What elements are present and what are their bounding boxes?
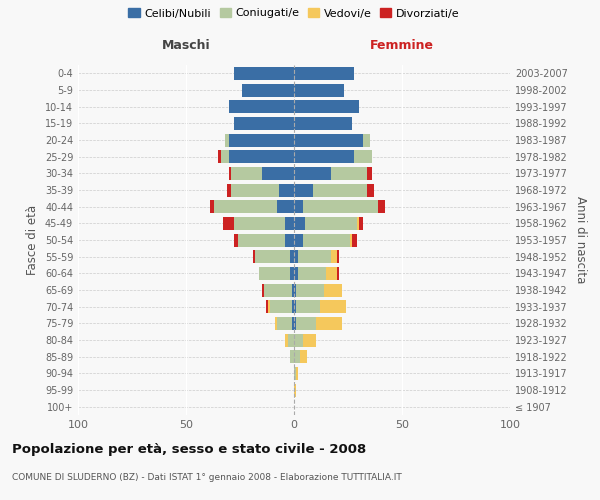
Y-axis label: Fasce di età: Fasce di età — [26, 205, 39, 275]
Bar — [294, 100, 359, 113]
Bar — [337, 267, 340, 280]
Text: Femmine: Femmine — [370, 38, 434, 52]
Bar — [229, 100, 294, 113]
Text: COMUNE DI SLUDERNO (BZ) - Dati ISTAT 1° gennaio 2008 - Elaborazione TUTTITALIA.I: COMUNE DI SLUDERNO (BZ) - Dati ISTAT 1° … — [12, 472, 402, 482]
Bar — [262, 284, 264, 296]
Bar — [210, 200, 214, 213]
Bar — [294, 84, 344, 96]
Bar — [294, 284, 296, 296]
Legend: Celibi/Nubili, Coniugati/e, Vedovi/e, Divorziati/e: Celibi/Nubili, Coniugati/e, Vedovi/e, Di… — [128, 8, 460, 18]
Bar — [233, 234, 238, 246]
Text: Maschi: Maschi — [161, 38, 211, 52]
Bar — [238, 234, 286, 246]
Bar — [294, 134, 363, 146]
Bar — [233, 67, 294, 80]
Bar — [313, 184, 367, 196]
Bar — [305, 217, 356, 230]
Bar — [232, 184, 279, 196]
Bar — [290, 350, 294, 363]
Bar — [294, 300, 296, 313]
Bar — [294, 200, 302, 213]
Bar — [367, 184, 374, 196]
Bar — [255, 250, 290, 263]
Bar — [225, 134, 229, 146]
Bar — [292, 284, 294, 296]
Bar — [298, 250, 331, 263]
Bar — [286, 234, 294, 246]
Bar — [294, 167, 331, 180]
Bar — [259, 267, 290, 280]
Bar — [270, 300, 292, 313]
Bar — [296, 367, 298, 380]
Bar — [296, 284, 324, 296]
Bar — [242, 84, 294, 96]
Bar — [294, 384, 296, 396]
Bar — [294, 267, 298, 280]
Bar — [302, 334, 316, 346]
Bar — [294, 67, 355, 80]
Bar — [302, 200, 378, 213]
Bar — [221, 150, 229, 163]
Bar — [294, 217, 305, 230]
Bar — [294, 184, 313, 196]
Bar — [298, 267, 326, 280]
Bar — [233, 117, 294, 130]
Bar — [337, 250, 340, 263]
Bar — [294, 367, 296, 380]
Bar — [294, 250, 298, 263]
Bar — [275, 317, 277, 330]
Y-axis label: Anni di nascita: Anni di nascita — [574, 196, 587, 284]
Bar — [286, 334, 287, 346]
Bar — [294, 234, 302, 246]
Bar — [294, 350, 301, 363]
Bar — [294, 334, 302, 346]
Bar — [233, 217, 286, 230]
Bar — [356, 217, 359, 230]
Bar — [363, 134, 370, 146]
Bar — [294, 317, 296, 330]
Bar — [301, 350, 307, 363]
Bar — [266, 300, 268, 313]
Bar — [264, 284, 292, 296]
Bar — [296, 300, 320, 313]
Bar — [229, 134, 294, 146]
Bar — [326, 267, 337, 280]
Bar — [352, 234, 356, 246]
Bar — [316, 317, 341, 330]
Bar — [331, 250, 337, 263]
Bar — [355, 150, 372, 163]
Bar — [367, 167, 372, 180]
Bar — [268, 300, 270, 313]
Bar — [227, 184, 232, 196]
Bar — [290, 250, 294, 263]
Bar — [214, 200, 277, 213]
Text: Popolazione per età, sesso e stato civile - 2008: Popolazione per età, sesso e stato civil… — [12, 442, 366, 456]
Bar — [286, 217, 294, 230]
Bar — [287, 334, 294, 346]
Bar — [378, 200, 385, 213]
Bar — [229, 150, 294, 163]
Bar — [232, 167, 262, 180]
Bar — [279, 184, 294, 196]
Bar — [292, 300, 294, 313]
Bar — [229, 167, 232, 180]
Bar — [277, 317, 292, 330]
Bar — [302, 234, 350, 246]
Bar — [223, 217, 233, 230]
Bar — [331, 167, 367, 180]
Bar — [218, 150, 221, 163]
Bar — [350, 234, 352, 246]
Bar — [324, 284, 341, 296]
Bar — [296, 317, 316, 330]
Bar — [253, 250, 255, 263]
Bar — [290, 267, 294, 280]
Bar — [320, 300, 346, 313]
Bar — [294, 117, 352, 130]
Bar — [294, 150, 355, 163]
Bar — [359, 217, 363, 230]
Bar — [292, 317, 294, 330]
Bar — [277, 200, 294, 213]
Bar — [262, 167, 294, 180]
